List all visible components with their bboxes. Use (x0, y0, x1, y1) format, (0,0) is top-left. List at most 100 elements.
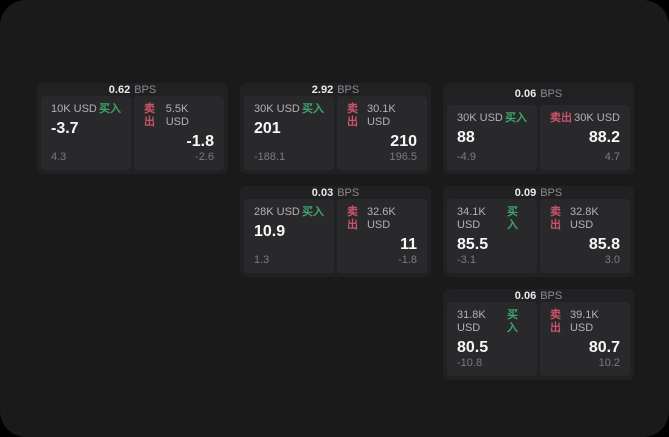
buy-tile[interactable]: 30K USD 买入 201 -188.1 (244, 96, 334, 170)
buy-price: 10.9 (254, 223, 286, 240)
buy-change: 4.3 (51, 151, 67, 163)
tiles-row: 28K USD 买入 10.9 1.3 卖出 32.6K USD 11 -1.8 (240, 199, 431, 277)
buy-tile[interactable]: 28K USD 买入 10.9 1.3 (244, 199, 334, 273)
sell-tile[interactable]: 卖出 5.5K USD -1.8 -2.6 (134, 96, 224, 170)
quote-card: 2.92 BPS 30K USD 买入 201 -188.1 卖出 30.1K … (240, 83, 431, 174)
tile-top-row: 卖出 32.6K USD (347, 206, 417, 232)
card-header: 0.06 BPS (443, 289, 634, 302)
bps-unit: BPS (540, 88, 563, 100)
buy-tile[interactable]: 31.8K USD 买入 80.5 -10.8 (447, 302, 537, 376)
quote-card: 0.06 BPS 30K USD 买入 88 -4.9 卖出 30K USD (443, 83, 634, 174)
buy-amount-label: 30K USD (254, 103, 300, 115)
bps-unit: BPS (134, 83, 157, 96)
sell-price: 11 (400, 236, 417, 253)
buy-side-label: 买入 (507, 309, 519, 334)
sell-price: 210 (390, 133, 417, 150)
bps-unit: BPS (540, 289, 563, 302)
tiles-row: 34.1K USD 买入 85.5 -3.1 卖出 32.8K USD 85.8… (443, 199, 634, 277)
buy-price: -3.7 (51, 120, 79, 137)
tiles-row: 31.8K USD 买入 80.5 -10.8 卖出 39.1K USD 80.… (443, 302, 634, 380)
sell-side-label: 卖出 (550, 112, 572, 124)
card-header: 2.92 BPS (240, 83, 431, 96)
tile-top-row: 卖出 30.1K USD (347, 103, 417, 129)
buy-tile[interactable]: 34.1K USD 买入 85.5 -3.1 (447, 199, 537, 273)
sell-side-label: 卖出 (347, 103, 358, 128)
sell-change: 3.0 (604, 254, 620, 266)
sell-amount-label: 30.1K USD (366, 103, 396, 128)
sell-side-label: 卖出 (144, 103, 155, 128)
quote-grid: 0.62 BPS 10K USD 买入 -3.7 4.3 卖出 5.5K USD (37, 83, 634, 380)
buy-price: 85.5 (457, 236, 489, 253)
card-header: 0.06 BPS (443, 83, 634, 105)
sell-amount-label: 39.1K USD (569, 309, 599, 334)
card-header: 0.03 BPS (240, 186, 431, 199)
buy-change: -188.1 (254, 151, 286, 163)
bps-value: 0.06 (514, 289, 537, 302)
sell-side-label: 卖出 (550, 206, 561, 231)
buy-change: -4.9 (457, 151, 476, 163)
buy-amount-label: 30K USD (457, 112, 503, 124)
quote-card: 0.62 BPS 10K USD 买入 -3.7 4.3 卖出 5.5K USD (37, 83, 228, 174)
buy-change: 1.3 (254, 254, 270, 266)
buy-tile[interactable]: 10K USD 买入 -3.7 4.3 (41, 96, 131, 170)
sell-tile[interactable]: 卖出 39.1K USD 80.7 10.2 (540, 302, 630, 376)
sell-price: 80.7 (588, 339, 620, 356)
sell-tile[interactable]: 卖出 30.1K USD 210 196.5 (337, 96, 427, 170)
bps-value: 0.06 (514, 88, 537, 100)
sell-amount-label: 5.5K USD (165, 103, 189, 128)
sell-side-label: 卖出 (550, 309, 561, 334)
bps-value: 0.62 (108, 83, 131, 96)
tile-top-row: 34.1K USD 买入 (457, 206, 527, 232)
buy-amount-label: 28K USD (254, 206, 300, 218)
tile-top-row: 28K USD 买入 (254, 206, 324, 219)
tile-top-row: 卖出 5.5K USD (144, 103, 214, 129)
sell-change: -1.8 (398, 254, 417, 266)
sell-tile[interactable]: 卖出 32.8K USD 85.8 3.0 (540, 199, 630, 273)
buy-side-label: 买入 (302, 206, 324, 218)
buy-price: 88 (457, 129, 475, 146)
tile-top-row: 31.8K USD 买入 (457, 309, 527, 335)
sell-tile[interactable]: 卖出 30K USD 88.2 4.7 (540, 105, 630, 170)
buy-price: 201 (254, 120, 281, 137)
buy-side-label: 买入 (99, 103, 121, 115)
buy-side-label: 买入 (507, 206, 519, 231)
tile-top-row: 30K USD 买入 (457, 112, 527, 125)
tile-top-row: 10K USD 买入 (51, 103, 121, 116)
tile-top-row: 卖出 32.8K USD (550, 206, 620, 232)
buy-tile[interactable]: 30K USD 买入 88 -4.9 (447, 105, 537, 170)
sell-change: -2.6 (195, 151, 214, 163)
sell-tile[interactable]: 卖出 32.6K USD 11 -1.8 (337, 199, 427, 273)
buy-side-label: 买入 (302, 103, 324, 115)
quote-card: 0.03 BPS 28K USD 买入 10.9 1.3 卖出 32.6K US… (240, 186, 431, 277)
buy-change: -10.8 (457, 357, 483, 369)
quote-card: 0.09 BPS 34.1K USD 买入 85.5 -3.1 卖出 32.8K… (443, 186, 634, 277)
buy-change: -3.1 (457, 254, 476, 266)
card-header: 0.62 BPS (37, 83, 228, 96)
quote-card: 0.06 BPS 31.8K USD 买入 80.5 -10.8 卖出 39.1… (443, 289, 634, 380)
bps-unit: BPS (540, 186, 563, 199)
sell-amount-label: 32.8K USD (569, 206, 599, 231)
tiles-row: 30K USD 买入 201 -188.1 卖出 30.1K USD 210 1… (240, 96, 431, 174)
buy-amount-label: 31.8K USD (457, 309, 486, 334)
bps-value: 0.09 (514, 186, 537, 199)
sell-amount-label: 32.6K USD (366, 206, 396, 231)
bps-value: 2.92 (311, 83, 334, 96)
sell-change: 196.5 (389, 151, 417, 163)
buy-side-label: 买入 (505, 112, 527, 124)
sell-price: 88.2 (588, 129, 620, 146)
tile-top-row: 30K USD 买入 (254, 103, 324, 116)
buy-amount-label: 10K USD (51, 103, 97, 115)
sell-amount-label: 30K USD (574, 112, 620, 124)
tiles-row: 30K USD 买入 88 -4.9 卖出 30K USD 88.2 4.7 (443, 105, 634, 174)
sell-change: 10.2 (598, 357, 620, 369)
card-header: 0.09 BPS (443, 186, 634, 199)
sell-price: -1.8 (186, 133, 214, 150)
bps-unit: BPS (337, 83, 360, 96)
tile-top-row: 卖出 30K USD (550, 112, 620, 125)
sell-side-label: 卖出 (347, 206, 358, 231)
buy-price: 80.5 (457, 339, 489, 356)
tile-top-row: 卖出 39.1K USD (550, 309, 620, 335)
tiles-row: 10K USD 买入 -3.7 4.3 卖出 5.5K USD -1.8 -2.… (37, 96, 228, 174)
bps-unit: BPS (337, 186, 360, 199)
